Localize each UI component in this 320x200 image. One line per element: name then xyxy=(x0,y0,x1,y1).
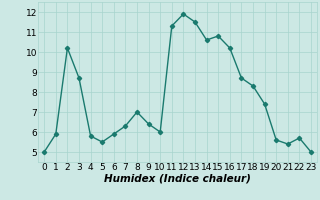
X-axis label: Humidex (Indice chaleur): Humidex (Indice chaleur) xyxy=(104,174,251,184)
